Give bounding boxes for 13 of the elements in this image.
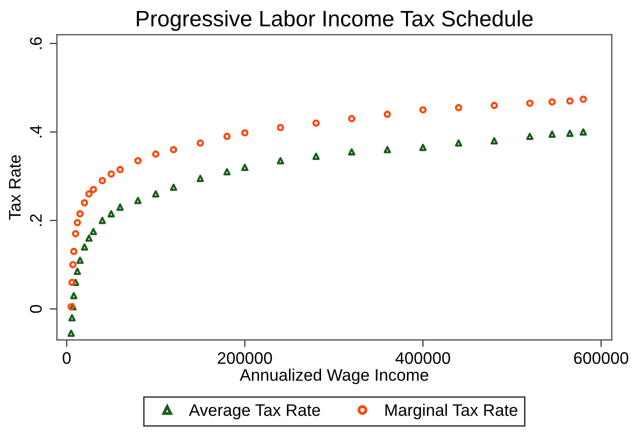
- x-tick-label: 400000: [396, 352, 450, 364]
- x-tick-label: 0: [62, 352, 71, 364]
- y-tick-label: 0: [30, 304, 42, 313]
- y-tick-label: .4: [30, 126, 42, 138]
- y-axis-title: Tax Rate: [9, 155, 21, 220]
- chart-title: Progressive Labor Income Tax Schedule: [136, 10, 533, 31]
- x-tick-label: 600000: [574, 352, 628, 364]
- x-tick-label: 200000: [218, 352, 272, 364]
- y-tick-label: .6: [30, 37, 42, 49]
- x-axis-title: Annualized Wage Income: [240, 368, 428, 384]
- legend-label: Marginal Tax Rate: [385, 404, 518, 420]
- y-tick-label: .2: [30, 214, 42, 226]
- legend-label: Average Tax Rate: [188, 404, 320, 420]
